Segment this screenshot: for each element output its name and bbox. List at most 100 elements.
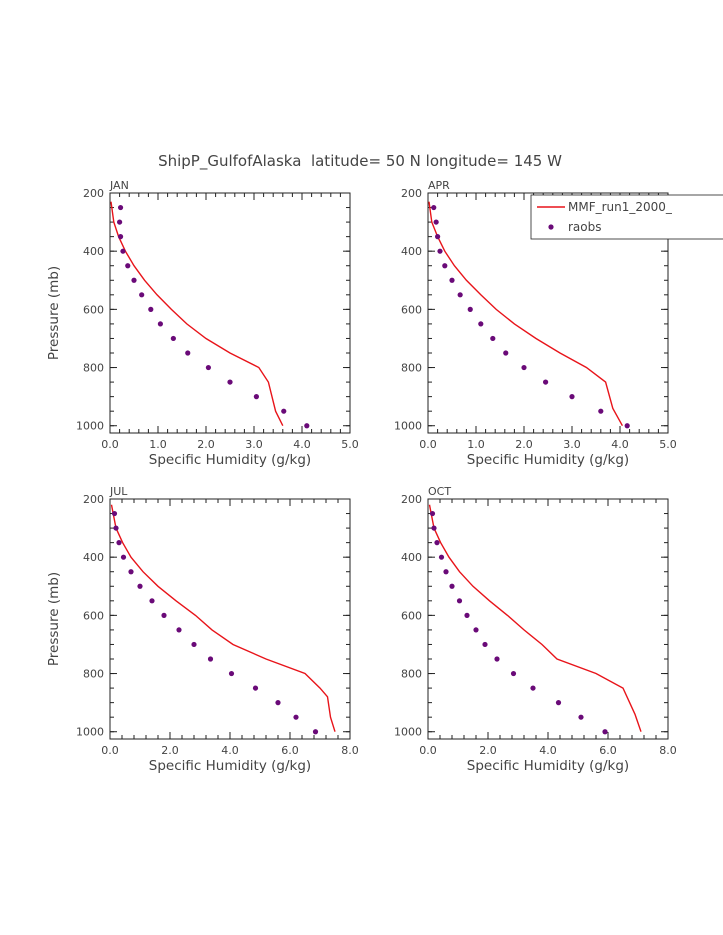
raobs-point <box>149 598 155 604</box>
y-tick-label: 400 <box>401 245 422 258</box>
x-tick-label: 6.0 <box>599 744 617 757</box>
y-tick-label: 800 <box>83 362 104 375</box>
x-axis-label: Specific Humidity (g/kg) <box>467 452 629 468</box>
raobs-point <box>494 656 500 662</box>
y-tick-label: 1000 <box>394 726 422 739</box>
x-tick-label: 1.0 <box>149 438 167 451</box>
panel-jan: JAN 0.0 1.0 2.0 3.0 4.0 5.0 200 400 600 800 1000 Spe… <box>46 179 359 468</box>
x-tick-label: 1.0 <box>467 438 485 451</box>
raobs-point <box>578 714 584 720</box>
raobs-point <box>456 598 463 604</box>
raobs-point <box>131 277 137 283</box>
raobs-point <box>148 306 154 312</box>
raobs-point <box>157 321 163 327</box>
raobs-point <box>431 525 437 531</box>
raobs-point <box>555 700 562 706</box>
raobs-point <box>457 292 463 298</box>
raobs-point <box>120 554 127 560</box>
y-tick-label: 1000 <box>76 726 104 739</box>
model-profile-line <box>428 504 642 732</box>
raobs-point <box>443 569 449 575</box>
raobs-point <box>125 263 131 269</box>
x-tick-label: 2.0 <box>479 744 497 757</box>
y-tick-label: 400 <box>83 551 104 564</box>
model-profile-line <box>110 201 284 427</box>
raobs-point <box>161 612 167 618</box>
raobs-point <box>253 394 259 400</box>
x-tick-label: 8.0 <box>341 744 359 757</box>
raobs-point <box>205 364 211 371</box>
raobs-point <box>252 685 259 691</box>
raobs-point <box>543 379 549 385</box>
chart-title: ShipP_GulfofAlaska latitude= 50 N longit… <box>158 152 562 171</box>
raobs-point <box>207 656 214 662</box>
legend-obs-label: raobs <box>568 220 602 234</box>
raobs-point <box>521 364 527 371</box>
x-tick-label: 3.0 <box>563 438 581 451</box>
raobs-point <box>434 540 440 546</box>
plot-frame <box>109 192 351 434</box>
legend-box <box>530 194 723 240</box>
y-tick-label: 1000 <box>394 420 422 433</box>
x-tick-label: 4.0 <box>221 744 239 757</box>
x-tick-label: 2.0 <box>161 744 179 757</box>
raobs-point <box>490 335 496 342</box>
x-tick-label: 8.0 <box>659 744 677 757</box>
y-tick-label: 600 <box>401 609 422 622</box>
y-tick-label: 800 <box>401 668 422 681</box>
raobs-point <box>442 263 448 269</box>
raobs-point <box>429 510 436 517</box>
raobs-point <box>435 234 441 240</box>
x-tick-label: 0.0 <box>419 744 437 757</box>
raobs-point <box>467 306 473 312</box>
y-tick-label: 600 <box>83 303 104 316</box>
x-tick-label: 0.0 <box>101 438 119 451</box>
raobs-point <box>117 219 123 225</box>
raobs-point <box>281 408 287 414</box>
y-tick-label: 200 <box>83 187 104 200</box>
x-tick-label: 6.0 <box>281 744 299 757</box>
y-tick-label: 200 <box>401 187 422 200</box>
raobs-point <box>598 408 604 414</box>
y-tick-label: 600 <box>83 609 104 622</box>
raobs-point <box>128 569 134 575</box>
raobs-point <box>228 670 235 677</box>
y-axis-label: Pressure (mb) <box>46 266 62 360</box>
raobs-point <box>191 641 197 648</box>
x-tick-label: 5.0 <box>659 438 677 451</box>
raobs-point <box>482 641 488 648</box>
raobs-point <box>449 277 455 283</box>
panel-label: JUL <box>109 485 128 498</box>
panel-label: OCT <box>428 485 451 498</box>
raobs-point <box>473 627 479 633</box>
y-tick-label: 200 <box>401 493 422 506</box>
panel-oct: OCT 0.0 2.0 4.0 6.0 8.0 200 400 600 800 1000 Specif… <box>394 485 677 774</box>
y-tick-label: 400 <box>83 245 104 258</box>
raobs-point <box>569 394 575 400</box>
raobs-point <box>449 583 455 589</box>
x-axis-label: Specific Humidity (g/kg) <box>149 758 311 774</box>
raobs-point <box>437 248 443 254</box>
panel-apr: APR 0.0 1.0 2.0 3.0 4.0 5.0 200 400 600 800 1000 Spe… <box>394 179 677 468</box>
y-tick-label: 200 <box>83 493 104 506</box>
raobs-point <box>185 350 191 356</box>
y-tick-label: 600 <box>401 303 422 316</box>
panels: JAN 0.0 1.0 2.0 3.0 4.0 5.0 200 400 600 800 1000 Spe… <box>46 179 677 774</box>
raobs-point <box>227 379 233 385</box>
x-tick-label: 0.0 <box>419 438 437 451</box>
x-tick-label: 2.0 <box>515 438 533 451</box>
legend-model-label: MMF_run1_2000_ <box>568 200 673 214</box>
panel-label: JAN <box>109 179 129 192</box>
x-tick-label: 4.0 <box>611 438 629 451</box>
model-profile-line <box>428 201 624 427</box>
raobs-point <box>602 729 608 735</box>
x-tick-label: 2.0 <box>197 438 215 451</box>
raobs-point <box>312 729 319 735</box>
raobs-point <box>170 335 176 342</box>
raobs-point <box>431 204 437 211</box>
raobs-point <box>433 219 439 225</box>
x-tick-label: 4.0 <box>539 744 557 757</box>
raobs-point <box>117 204 124 211</box>
raobs-point <box>304 423 310 429</box>
